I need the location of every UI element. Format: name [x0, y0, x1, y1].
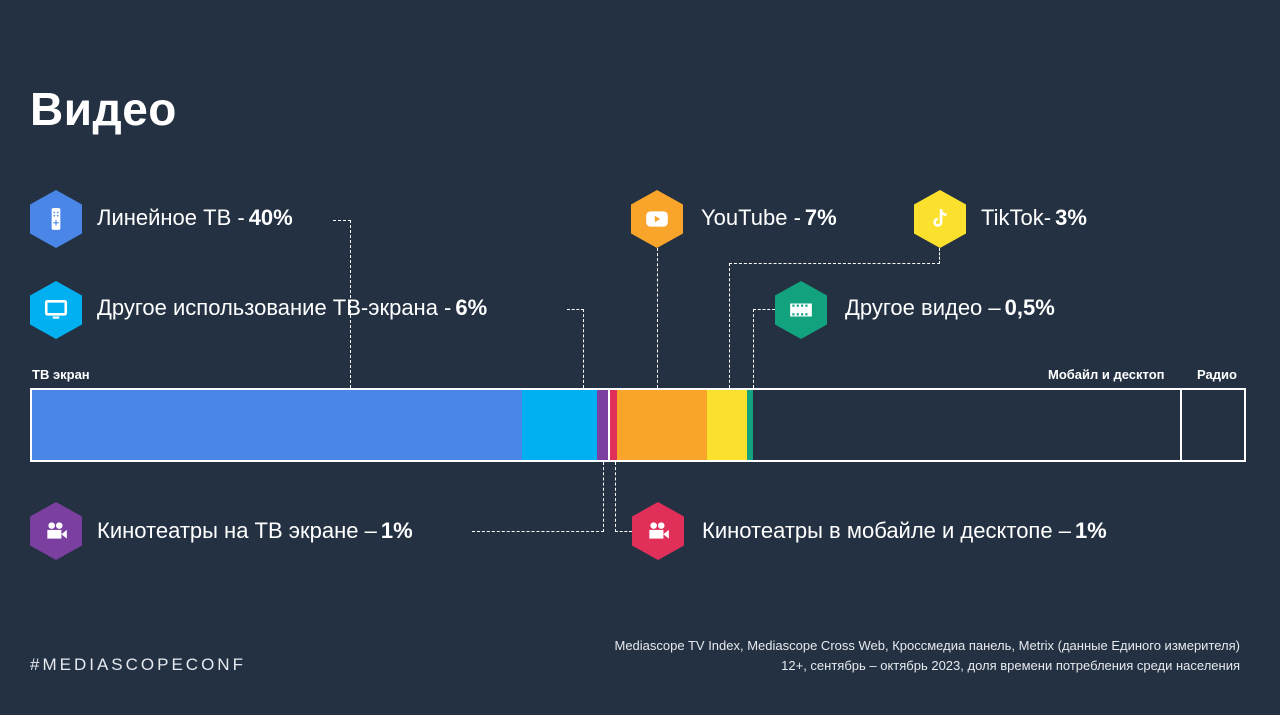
- remote-control-icon: [30, 190, 82, 248]
- bar-segment: [596, 390, 609, 460]
- legend-value: 1%: [380, 518, 413, 543]
- group-divider: [1179, 390, 1182, 460]
- leader-line: [615, 462, 616, 532]
- film-strip-icon: [775, 281, 827, 339]
- legend-tiktok: TikTok- 3%: [981, 205, 1087, 231]
- legend-youtube: YouTube - 7%: [701, 205, 837, 231]
- monitor-icon: [30, 281, 82, 339]
- legend-cinema-mobile: Кинотеатры в мобайле и десктопе – 1%: [702, 518, 1107, 544]
- legend-label: Другое видео –: [845, 295, 1001, 320]
- group-label-mobile: Мобайл и десктоп: [1048, 367, 1165, 382]
- leader-line: [333, 220, 351, 221]
- bar-segment: [608, 390, 618, 460]
- leader-line: [753, 309, 775, 310]
- bar-segment: [1180, 390, 1244, 460]
- movie-camera-icon: [632, 502, 684, 560]
- leader-line: [567, 309, 584, 310]
- bar-segment: [617, 390, 708, 460]
- legend-other-tv: Другое использование ТВ-экрана - 6%: [97, 295, 487, 321]
- legend-other-video: Другое видео – 0,5%: [845, 295, 1055, 321]
- bar-segment: [521, 390, 597, 460]
- legend-value: 3%: [1055, 205, 1087, 230]
- legend-value: 0,5%: [1004, 295, 1055, 320]
- legend-value: 7%: [804, 205, 837, 230]
- legend-label: Линейное ТВ -: [97, 205, 245, 230]
- leader-line: [350, 220, 351, 388]
- group-divider: [607, 390, 610, 460]
- legend-value: 40%: [248, 205, 293, 230]
- bar-segment: [753, 390, 1181, 460]
- bar-segment: [32, 390, 522, 460]
- leader-line: [729, 263, 940, 264]
- legend-label: Кинотеатры в мобайле и десктопе –: [702, 518, 1071, 543]
- page-title: Видео: [30, 83, 177, 135]
- legend-label: YouTube -: [701, 205, 801, 230]
- legend-label: TikTok-: [981, 205, 1052, 230]
- leader-line: [729, 263, 730, 388]
- legend-linear-tv: Линейное ТВ - 40%: [97, 205, 293, 231]
- bar-segment: [707, 390, 748, 460]
- leader-line: [753, 309, 754, 388]
- hashtag: #MEDIASCOPECONF: [30, 655, 246, 674]
- leader-line: [472, 531, 604, 532]
- legend-label: Другое использование ТВ-экрана -: [97, 295, 452, 320]
- movie-camera-icon: [30, 502, 82, 560]
- tiktok-icon: [914, 190, 966, 248]
- leader-line: [615, 531, 632, 532]
- leader-line: [939, 248, 940, 264]
- source-note: Mediascope TV Index, Mediascope Cross We…: [614, 638, 1241, 653]
- legend-label: Кинотеатры на ТВ экране –: [97, 518, 377, 543]
- legend-value: 1%: [1074, 518, 1107, 543]
- leader-line: [583, 309, 584, 388]
- youtube-icon: [631, 190, 683, 248]
- source-note: 12+, сентябрь – октябрь 2023, доля време…: [781, 658, 1240, 673]
- leader-line: [603, 462, 604, 532]
- group-label-tv: ТВ экран: [32, 367, 90, 382]
- stacked-bar: [30, 388, 1246, 462]
- legend-cinema-tv: Кинотеатры на ТВ экране – 1%: [97, 518, 413, 544]
- legend-value: 6%: [455, 295, 488, 320]
- leader-line: [657, 248, 658, 388]
- bar-segment: [747, 390, 754, 460]
- group-label-radio: Радио: [1197, 367, 1237, 382]
